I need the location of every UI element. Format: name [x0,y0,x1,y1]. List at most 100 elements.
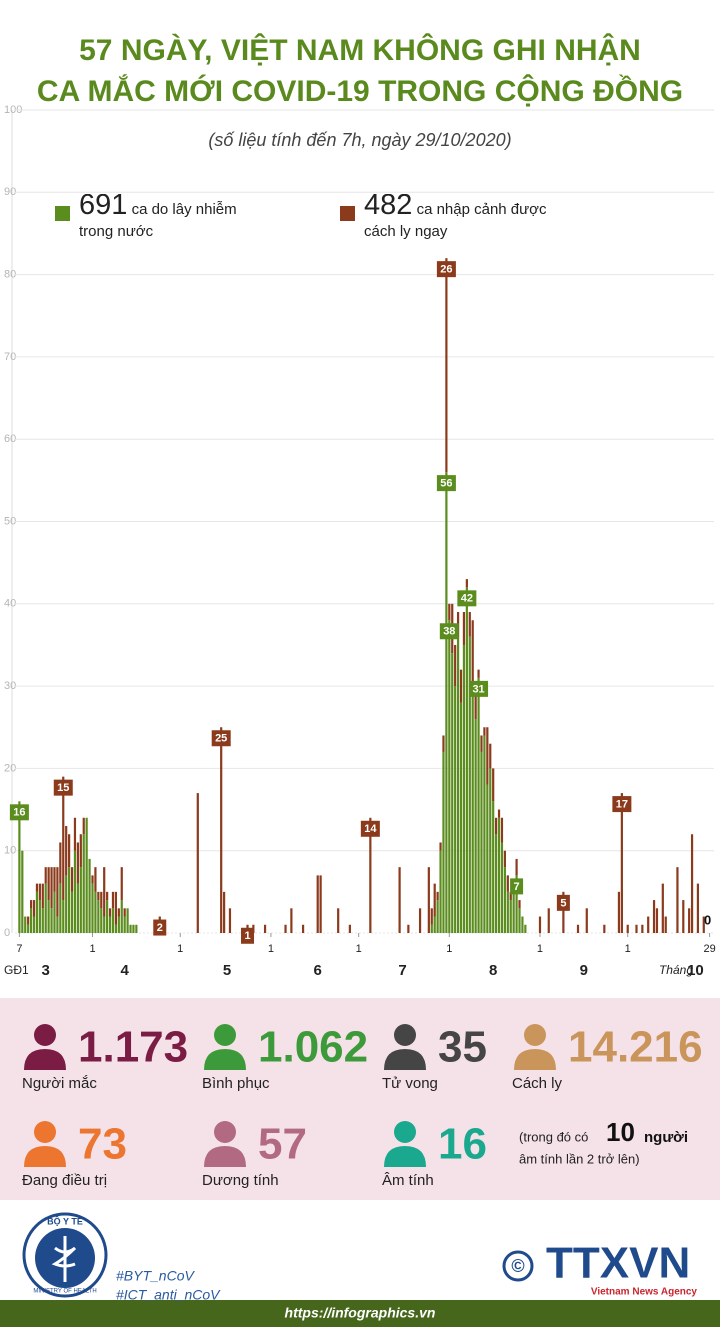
stat-value: 73 [78,1120,127,1169]
bar-segment [94,867,97,892]
month-label: 3 [42,962,50,979]
x-tick-label: 1 [268,943,274,955]
bar-segment [436,900,439,933]
bar-segment [62,900,65,933]
bar-segment [418,908,422,933]
y-tick-label: 0 [4,927,10,939]
legend-swatch [55,206,70,221]
bar-segment [433,916,436,933]
person-icon-head [394,1121,416,1143]
value-label: 25 [215,733,227,745]
value-label-box [436,261,456,278]
bar-segment [27,924,30,933]
y-tick-label: 40 [4,598,16,610]
bar-segment [135,924,138,933]
x-tick-label: 1 [177,943,183,955]
legend-total: 691 [79,194,128,221]
value-label-box [360,820,380,837]
bar-segment [73,850,77,933]
person-icon-body [204,1049,246,1070]
bar-segment [32,900,36,917]
value-label: 15 [57,782,69,794]
bar-segment [652,900,656,933]
value-label-box [612,796,632,813]
bar-segment [68,867,71,933]
y-tick-label: 20 [4,762,16,774]
bar-segment [120,867,123,901]
bar-segment [21,850,24,933]
legend-swatch [340,206,355,221]
bar-segment [439,842,442,851]
y-tick-label: 30 [4,680,16,692]
bar-segment [688,908,691,933]
bar-segment [76,883,79,933]
value-label: 31 [472,683,484,695]
note-prefix: (trong đó có [519,1129,588,1144]
bar-segment [41,908,44,933]
bar-segment [82,834,85,933]
bar-segment [617,891,621,933]
stat-label: Tử vong [382,1075,438,1092]
bar-segment [462,612,466,645]
bar-segment [641,924,644,933]
bar-segment [398,867,401,933]
bar-segment [497,817,501,933]
value-label: 5 [560,897,566,909]
bar-segment [471,686,474,933]
copyright-ring [502,1250,534,1282]
stat-label: Âm tính [382,1172,434,1189]
bar-segment [53,867,56,892]
bar-segment [626,924,629,933]
bar-segment [38,883,41,901]
stat-label: Bình phục [202,1075,270,1092]
person-icon-head [214,1121,236,1143]
bar-segment [53,891,56,933]
bar-segment [263,924,267,933]
bar-segment [495,817,498,835]
bar-segment [38,900,41,933]
bar-segment [562,891,565,933]
bar-segment [50,908,53,933]
bar-segment [489,743,492,769]
bar-segment [24,916,27,933]
bar-segment [123,916,126,933]
bar-segment [319,875,322,933]
bar-segment [126,908,129,933]
legend-entry: 691 ca do lây nhiễm trong nước [79,194,237,240]
month-label: 4 [121,962,130,979]
month-label: 5 [223,962,231,979]
stat-value: 16 [438,1120,487,1169]
bar-segment [474,694,477,720]
value-label-box [153,919,167,936]
bar-segment [35,883,39,892]
bar-segment [111,908,115,933]
bar-segment [474,719,477,933]
person-icon-body [384,1049,426,1070]
bar-segment [486,727,489,785]
value-label-box [241,927,255,944]
y-tick-label: 70 [4,351,16,363]
bar-segment [524,924,527,933]
bar-segment [50,867,53,909]
bar-segment [44,883,47,933]
value-label-box [211,730,231,747]
bar-segment [29,900,33,909]
y-tick-label: 10 [4,845,16,857]
agency-name-en: Vietnam News Agency [591,1287,698,1298]
bar-segment [492,768,495,802]
bar-segment [100,908,103,933]
bar-segment [664,916,667,933]
bar-segment [407,924,410,933]
bar-segment [430,924,433,933]
bar-segment [503,850,506,868]
value-label: 1 [244,930,250,942]
bar-segment [114,924,118,933]
bar-segment [465,587,468,933]
stat-value: 14.216 [568,1023,703,1072]
bar-segment [451,653,454,933]
bar-segment [433,883,436,917]
bar-segment [120,900,123,933]
bar-segment [56,867,59,917]
bar-segment [106,900,109,933]
value-label: 0 [704,912,711,927]
